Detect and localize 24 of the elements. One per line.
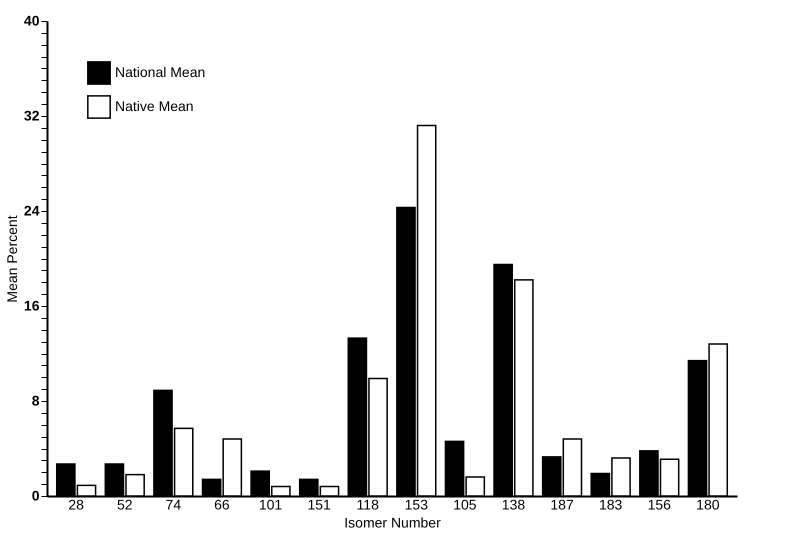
y-tick-label: 0 (32, 488, 40, 504)
x-tick-label: 153 (404, 496, 428, 512)
y-tick-label: 24 (24, 202, 40, 218)
y-axis-title: Mean Percent (4, 215, 20, 303)
x-tick-label: 101 (258, 496, 282, 512)
x-axis-title: Isomer Number (344, 514, 442, 530)
y-tick-label: 8 (32, 392, 40, 408)
x-tick-label: 105 (453, 496, 477, 512)
x-tick-label: 183 (598, 496, 623, 512)
x-tick-label: 66 (214, 496, 230, 512)
y-tick-label: 32 (24, 108, 40, 124)
x-tick-label: 180 (696, 496, 720, 512)
x-tick-label: 28 (68, 496, 84, 512)
y-tick-label: 16 (24, 298, 40, 314)
legend-label: Native Mean (115, 98, 194, 114)
legend-label: National Mean (115, 64, 206, 80)
x-tick-label: 151 (307, 496, 332, 512)
x-tick-label: 74 (166, 496, 182, 512)
x-tick-label: 118 (356, 496, 380, 512)
x-tick-label: 156 (648, 496, 672, 512)
x-tick-label: 52 (116, 496, 133, 512)
x-tick-label: 187 (550, 496, 574, 512)
y-tick-label: 40 (24, 12, 40, 28)
x-tick-label: 138 (502, 496, 526, 512)
